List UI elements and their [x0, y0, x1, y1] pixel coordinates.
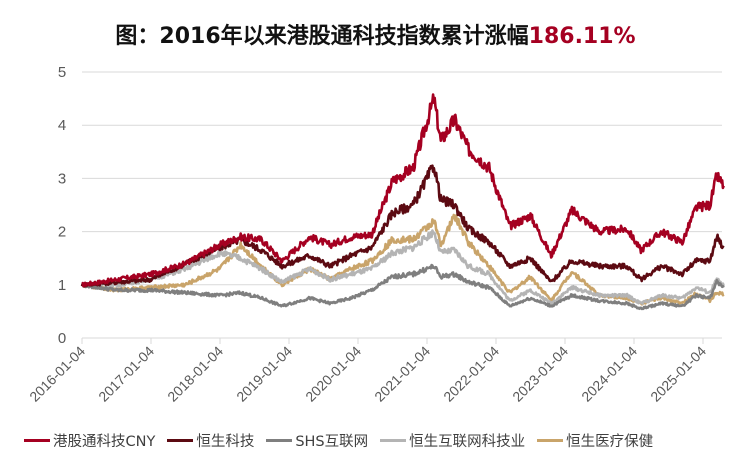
x-tick-label: 2017-01-04	[95, 343, 157, 405]
x-tick-label: 2019-01-04	[233, 343, 295, 405]
y-tick-label: 1	[58, 277, 66, 294]
y-tick-label: 5	[58, 64, 66, 81]
legend-item-hsgt-tech-cny: 港股通科技CNY	[24, 430, 155, 451]
y-axis-ticks: 0 1 2 3 4 5	[58, 64, 66, 347]
x-tick-label: 2018-01-04	[164, 343, 226, 405]
legend-swatch-icon	[167, 439, 194, 442]
series-line-0	[81, 93, 725, 288]
chart-title-text: 图：2016年以来港股通科技指数累计涨幅	[115, 24, 529, 49]
x-tick-label: 2016-01-04	[26, 343, 88, 405]
legend-label: SHS互联网	[295, 434, 369, 450]
series-lines	[80, 93, 725, 311]
x-tick-label: 2022-01-04	[440, 343, 502, 405]
x-tick-label: 2024-01-04	[578, 343, 640, 405]
legend: 港股通科技CNY 恒生科技 SHS互联网 恒生互联网科技业 恒生医疗保健	[24, 430, 653, 451]
y-tick-label: 3	[58, 170, 66, 187]
x-tick-label: 2023-01-04	[509, 343, 571, 405]
x-tick-label: 2020-01-04	[302, 343, 364, 405]
legend-swatch-icon	[380, 439, 407, 442]
legend-item-hs-healthcare: 恒生医疗保健	[537, 430, 653, 451]
x-tick-label: 2025-01-04	[647, 343, 709, 405]
y-tick-label: 4	[58, 117, 66, 134]
legend-item-shs-internet: SHS互联网	[266, 430, 368, 451]
y-tick-label: 2	[58, 224, 66, 241]
legend-label: 港股通科技CNY	[53, 434, 156, 450]
legend-swatch-icon	[537, 439, 564, 442]
legend-label: 恒生医疗保健	[566, 434, 654, 450]
x-tick-label: 2021-01-04	[371, 343, 433, 405]
series-line-3	[81, 229, 725, 306]
legend-label: 恒生互联网科技业	[409, 434, 526, 450]
legend-swatch-icon	[266, 439, 293, 442]
series-line-2	[80, 263, 725, 311]
chart-title-highlight: 186.11%	[528, 24, 636, 49]
legend-swatch-icon	[24, 439, 50, 442]
legend-item-hs-internet-tech: 恒生互联网科技业	[380, 430, 525, 451]
legend-label: 恒生科技	[196, 434, 255, 450]
y-tick-label: 0	[58, 330, 66, 347]
chart-title: 图：2016年以来港股通科技指数累计涨幅186.11%	[0, 18, 751, 50]
legend-item-hang-seng-tech: 恒生科技	[167, 430, 254, 451]
x-axis: 2016-01-04 2017-01-04 2018-01-04 2019-01-04…	[26, 338, 709, 405]
